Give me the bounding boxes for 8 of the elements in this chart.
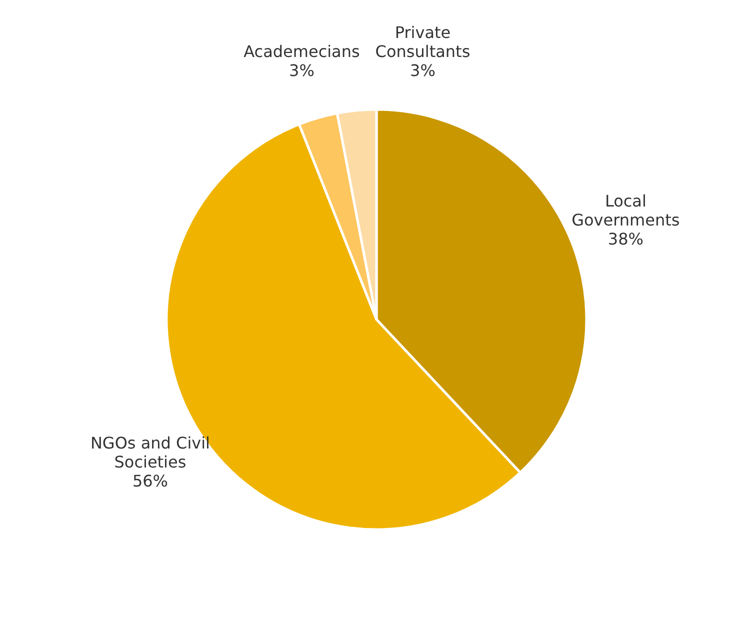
- data-label: 3%: [289, 61, 314, 80]
- slice-label: Private Consultants: [375, 23, 470, 62]
- slice-label: Local Governments: [572, 191, 680, 230]
- data-label: 38%: [608, 229, 644, 248]
- data-label: 3%: [410, 61, 436, 80]
- slice-label: NGOs and Civil Societies: [90, 434, 210, 472]
- slice-label: Academecians: [244, 42, 360, 62]
- data-label: 56%: [132, 472, 168, 491]
